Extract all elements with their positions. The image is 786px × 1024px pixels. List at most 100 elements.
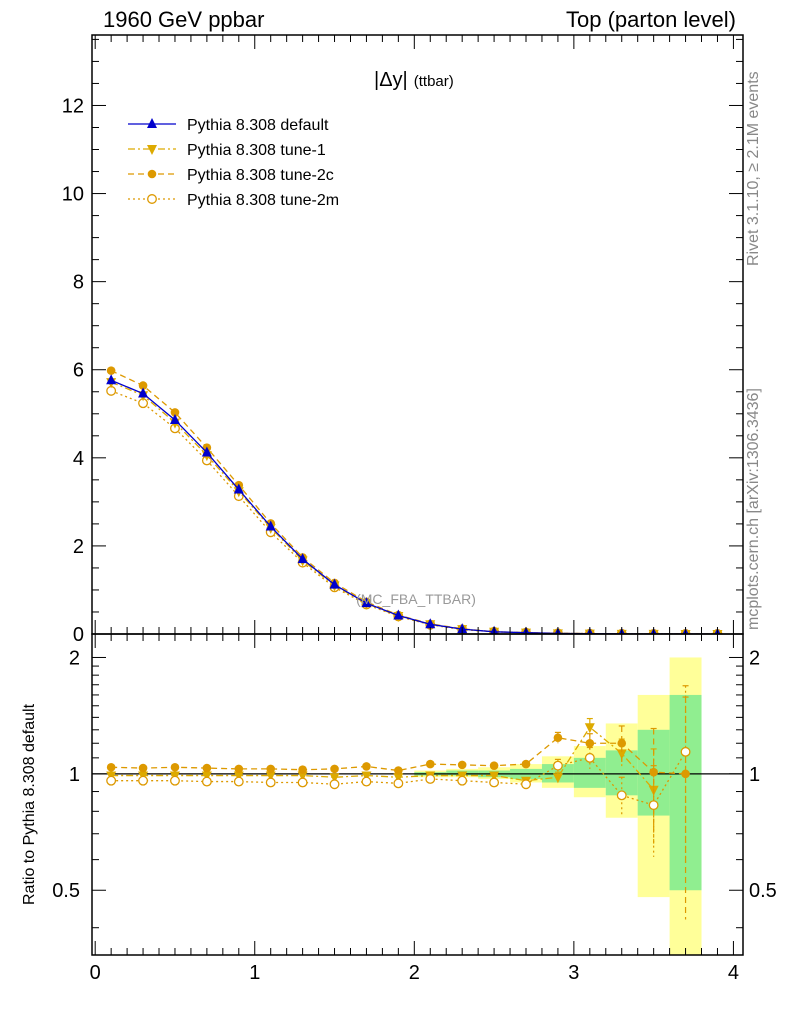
ratio-y-tick-label-right: 2 xyxy=(749,647,760,669)
ratio-point xyxy=(106,762,116,772)
ratio-point xyxy=(425,774,436,784)
data-point xyxy=(138,387,149,398)
legend: Pythia 8.308 default Pythia 8.308 tune-1 P… xyxy=(128,117,339,209)
ratio-point xyxy=(265,771,276,782)
y-tick-label: 4 xyxy=(73,448,84,470)
data-point xyxy=(425,618,436,629)
ratio-y-tick-label-left: 2 xyxy=(69,647,80,669)
ratio-point xyxy=(585,738,595,748)
ratio-y-tick-label-right: 0.5 xyxy=(749,880,777,902)
ratio-point xyxy=(680,746,691,757)
legend-label: Pythia 8.308 tune-1 xyxy=(187,142,326,159)
ratio-point xyxy=(361,776,372,787)
ratio-point xyxy=(329,773,340,784)
ratio-point xyxy=(616,749,627,760)
ratio-y-tick-label-left: 0.5 xyxy=(52,880,80,902)
ratio-point xyxy=(648,800,659,811)
ratio-point xyxy=(233,776,244,787)
data-point xyxy=(361,597,372,608)
legend-entry: Pythia 8.308 tune-2c xyxy=(128,167,334,184)
ratio-point xyxy=(617,738,627,748)
ratio-plot-frame xyxy=(91,633,744,956)
ratio-point xyxy=(552,760,563,771)
ratio-series-pythia-8-308-tune-2m xyxy=(106,685,691,863)
ratio-line xyxy=(111,726,655,791)
ratio-point xyxy=(521,759,531,769)
header-process-label: Top (parton level) xyxy=(566,7,736,32)
mcplots-source-label: mcplots.cern.ch [arXiv:1306.3436] xyxy=(745,388,762,630)
data-point xyxy=(297,553,308,564)
ratio-point xyxy=(584,723,595,734)
legend-label: Pythia 8.308 default xyxy=(187,117,329,134)
ratio-point xyxy=(489,761,499,770)
ratio-point xyxy=(489,777,500,788)
y-tick-label: 6 xyxy=(73,360,84,382)
ratio-uncertainty-bands xyxy=(414,657,702,955)
ratio-point xyxy=(330,764,339,774)
data-point xyxy=(138,381,148,390)
x-tick-label: 0 xyxy=(90,962,101,984)
data-point xyxy=(201,446,212,457)
legend-entry: Pythia 8.308 default xyxy=(128,117,329,134)
ratio-point xyxy=(393,778,404,789)
ratio-point xyxy=(266,764,276,774)
legend-entry: Pythia 8.308 tune-2m xyxy=(128,192,339,209)
ratio-point xyxy=(552,773,563,784)
chart-title: |Δy| (ttbar) xyxy=(374,69,454,91)
data-point xyxy=(170,408,180,417)
legend-marker xyxy=(147,194,157,204)
x-tick-label: 1 xyxy=(249,962,260,984)
data-point xyxy=(393,609,404,620)
ratio-point xyxy=(457,775,468,786)
ratio-y-axis-label: Ratio to Pythia 8.308 default xyxy=(21,703,38,905)
ratio-point xyxy=(616,790,627,801)
ratio-point xyxy=(201,771,212,782)
analysis-watermark: (MC_FBA_TTBAR) xyxy=(356,591,476,607)
data-point xyxy=(329,578,340,589)
ratio-point xyxy=(489,771,500,782)
y-tick-label: 12 xyxy=(62,95,84,117)
ratio-point xyxy=(297,771,308,782)
ratio-point xyxy=(362,762,371,771)
x-tick-label: 3 xyxy=(568,962,579,984)
ratio-point xyxy=(170,762,180,772)
ratio-point xyxy=(265,777,276,788)
legend-label: Pythia 8.308 tune-2c xyxy=(187,167,334,184)
y-tick-label: 8 xyxy=(73,272,84,294)
legend-entry: Pythia 8.308 tune-1 xyxy=(128,142,326,159)
x-tick-label: 4 xyxy=(728,962,739,984)
data-point xyxy=(106,366,116,375)
y-tick-label: 2 xyxy=(73,536,84,558)
ratio-point xyxy=(425,759,435,769)
ratio-y-tick-label-right: 1 xyxy=(749,764,760,786)
ratio-y-tick-label-left: 1 xyxy=(69,764,80,786)
legend-marker xyxy=(147,169,157,179)
y-tick-label: 0 xyxy=(73,624,84,646)
ratio-point xyxy=(298,765,307,775)
ratio-point xyxy=(202,763,212,773)
data-point xyxy=(233,483,244,494)
ratio-point xyxy=(138,775,149,786)
ratio-point xyxy=(329,779,340,790)
ratio-point xyxy=(201,776,212,787)
legend-label: Pythia 8.308 tune-2m xyxy=(187,192,339,209)
ratio-point xyxy=(233,771,244,782)
chart-title-sub: (ttbar) xyxy=(414,73,454,90)
data-point xyxy=(169,413,180,424)
ratio-point xyxy=(393,773,404,784)
legend-marker xyxy=(147,118,157,128)
ratio-series-group xyxy=(106,685,691,920)
ratio-point xyxy=(584,752,595,763)
header-energy-label: 1960 GeV ppbar xyxy=(103,7,265,32)
x-tick-label: 2 xyxy=(409,962,420,984)
data-point xyxy=(265,520,276,531)
ratio-point xyxy=(170,775,180,786)
ratio-point xyxy=(394,766,403,775)
ratio-point xyxy=(297,777,308,788)
ratio-series-pythia-8-308-tune-2c xyxy=(106,696,690,920)
ratio-point xyxy=(234,764,244,774)
chart-title-main: |Δy| xyxy=(374,69,408,91)
ratio-point xyxy=(138,763,148,773)
